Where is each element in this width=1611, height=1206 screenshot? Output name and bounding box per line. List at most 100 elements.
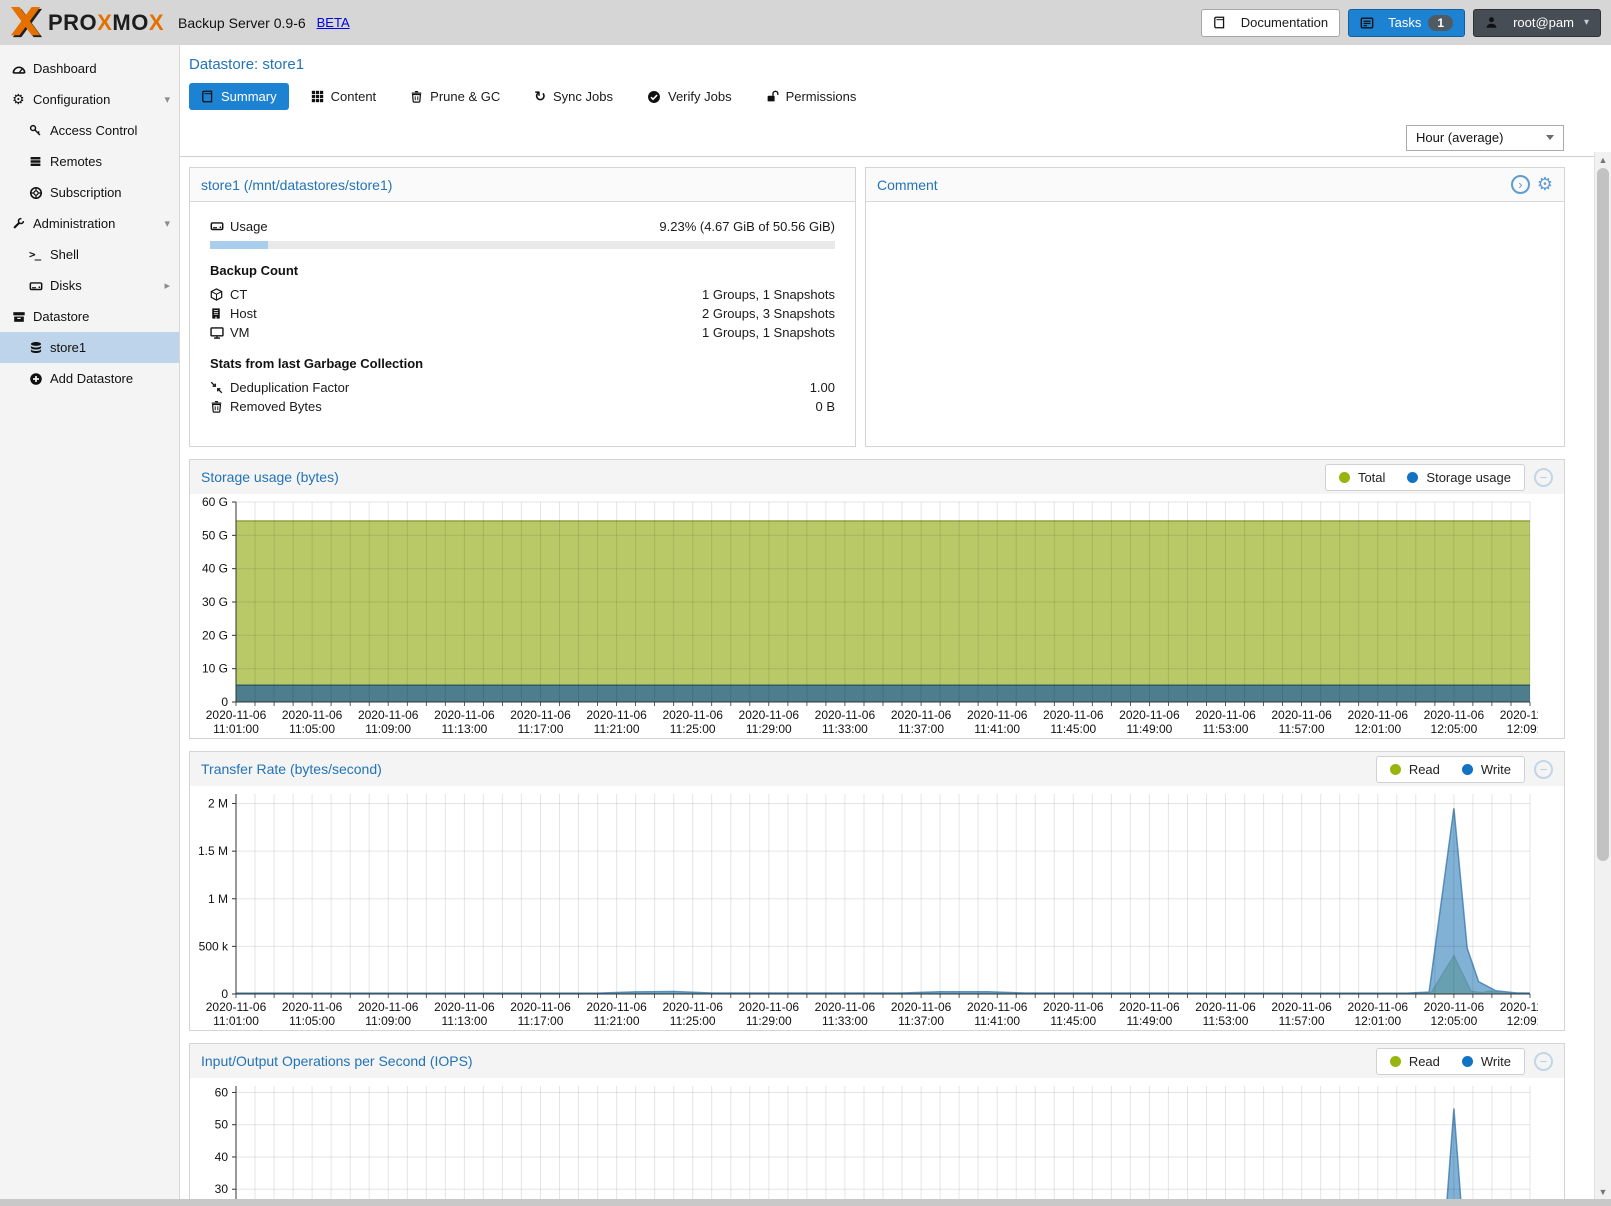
remotes-icon xyxy=(29,155,50,168)
svg-text:2020-11-06: 2020-11-06 xyxy=(815,708,876,722)
legend-storage-usage[interactable]: Storage usage xyxy=(1407,470,1511,485)
usage-row: Usage 9.23% (4.67 GiB of 50.56 GiB) xyxy=(210,215,835,237)
legend-total[interactable]: Total xyxy=(1338,470,1385,485)
tasks-button[interactable]: Tasks 1 xyxy=(1348,8,1466,37)
page-title: Datastore: store1 xyxy=(189,56,305,73)
trash-icon xyxy=(210,400,230,413)
iops-chart-panel: Input/Output Operations per Second (IOPS… xyxy=(189,1043,1565,1206)
tab-verify-jobs[interactable]: Verify Jobs xyxy=(635,83,744,110)
sidebar-item-subscription[interactable]: Subscription xyxy=(0,177,179,208)
legend-label: Write xyxy=(1480,1053,1511,1069)
sidebar-item-datastore[interactable]: Datastore xyxy=(0,301,179,332)
tasks-label: Tasks xyxy=(1388,15,1422,30)
sidebar-item-label: Subscription xyxy=(50,185,122,200)
chevron-right-icon[interactable]: ▸ xyxy=(164,280,170,292)
tab-sync-jobs[interactable]: ↻ Sync Jobs xyxy=(522,83,625,110)
legend-dot-icon xyxy=(1389,763,1401,775)
svg-text:2020-11-06: 2020-11-06 xyxy=(434,1000,495,1014)
scrollbar-thumb[interactable] xyxy=(1597,168,1609,861)
collapse-circle-icon[interactable]: − xyxy=(1534,467,1553,487)
gear-icon[interactable]: ⚙ xyxy=(1536,173,1553,195)
svg-text:12:09:00: 12:09:00 xyxy=(1507,722,1538,736)
sidebar-item-administration[interactable]: Administration ▾ xyxy=(0,208,179,239)
tab-summary[interactable]: Summary xyxy=(189,83,289,110)
sidebar-item-store1[interactable]: store1 xyxy=(0,332,179,363)
sidebar-item-label: Datastore xyxy=(33,309,90,324)
legend-read[interactable]: Read xyxy=(1389,1054,1440,1069)
svg-text:12:09:00: 12:09:00 xyxy=(1507,1014,1538,1028)
sidebar-item-disks[interactable]: Disks ▸ xyxy=(0,270,179,301)
tab-bar: Summary Content Prune & GC ↻ Sync Jobs Verify… xyxy=(180,78,1611,119)
sidebar-item-configuration[interactable]: ⚙ Configuration ▾ xyxy=(0,84,179,115)
user-menu-button[interactable]: root@pam ▾ xyxy=(1473,8,1601,37)
svg-text:2020-11-06: 2020-11-06 xyxy=(1119,1000,1180,1014)
stat-value: 0 B xyxy=(815,399,835,414)
expand-circle-icon[interactable]: › xyxy=(1510,175,1530,194)
sidebar-nav: Dashboard ⚙ Configuration ▾ Access Control Re… xyxy=(0,45,180,1206)
stat-value: 1 Groups, 1 Snapshots xyxy=(702,287,835,302)
tab-permissions[interactable]: Permissions xyxy=(754,83,869,110)
collapse-circle-icon[interactable]: − xyxy=(1534,1051,1553,1071)
sidebar-item-remotes[interactable]: Remotes xyxy=(0,146,179,177)
svg-text:11:25:00: 11:25:00 xyxy=(670,722,716,736)
svg-text:2020-11-06: 2020-11-06 xyxy=(1195,1000,1256,1014)
vertical-scrollbar[interactable]: ▲ ▼ xyxy=(1594,152,1611,1199)
tab-label: Prune & GC xyxy=(430,89,501,104)
svg-text:2020-11-06: 2020-11-06 xyxy=(586,708,647,722)
legend-read[interactable]: Read xyxy=(1389,761,1440,777)
svg-text:11:29:00: 11:29:00 xyxy=(746,1014,792,1028)
sidebar-item-label: Configuration xyxy=(33,92,111,107)
svg-text:11:01:00: 11:01:00 xyxy=(213,1014,259,1028)
stat-label: CT xyxy=(230,287,248,302)
collapse-circle-icon[interactable]: − xyxy=(1534,759,1553,779)
time-range-select[interactable]: Hour (average) xyxy=(1406,124,1564,151)
backup-count-title: Backup Count xyxy=(210,263,299,278)
proxmox-logo-icon xyxy=(11,6,43,37)
chevron-down-icon[interactable]: ▾ xyxy=(164,218,170,230)
tab-content[interactable]: Content xyxy=(299,83,389,110)
stat-label: VM xyxy=(230,325,250,340)
sidebar-item-add-datastore[interactable]: Add Datastore xyxy=(0,363,179,394)
sync-icon: ↻ xyxy=(534,88,546,105)
legend-dot-icon xyxy=(1407,471,1419,483)
task-list-icon xyxy=(1360,16,1381,30)
svg-text:60: 60 xyxy=(215,1086,229,1100)
svg-text:11:37:00: 11:37:00 xyxy=(898,722,944,736)
storage-usage-chart: 0 10 G 20 G 30 G 40 G 50 G 60 G 2020-11-06 11:01… xyxy=(190,494,1564,738)
grid-icon xyxy=(311,90,324,103)
svg-text:12:05:00: 12:05:00 xyxy=(1431,1014,1478,1028)
sidebar-item-dashboard[interactable]: Dashboard xyxy=(0,53,179,84)
svg-text:11:05:00: 11:05:00 xyxy=(289,1014,335,1028)
chart-canvas: 01020304050602020-11-0611:01:002020-11-0… xyxy=(215,1086,1531,1206)
beta-link[interactable]: BETA xyxy=(316,15,350,30)
svg-text:2020-11-06: 2020-11-06 xyxy=(1424,708,1485,722)
summary-content: store1 (/mnt/datastores/store1) Usage 9.… xyxy=(180,157,1611,1206)
svg-text:2020-11-06: 2020-11-06 xyxy=(1043,1000,1104,1014)
svg-text:11:09:00: 11:09:00 xyxy=(365,1014,411,1028)
unlock-icon xyxy=(766,90,779,103)
sidebar-item-label: Dashboard xyxy=(33,61,97,76)
svg-text:10 G: 10 G xyxy=(202,662,228,676)
scroll-down-icon[interactable]: ▼ xyxy=(1598,1186,1608,1197)
legend-label: Write xyxy=(1480,761,1511,777)
sidebar-item-access-control[interactable]: Access Control xyxy=(0,115,179,146)
tab-prune-gc[interactable]: Prune & GC xyxy=(398,83,512,110)
user-label: root@pam xyxy=(1513,15,1574,30)
svg-text:2020-11-06: 2020-11-06 xyxy=(1500,1000,1538,1014)
check-icon xyxy=(647,90,661,104)
scroll-up-icon[interactable]: ▲ xyxy=(1598,154,1608,165)
datastore-info-title: store1 (/mnt/datastores/store1) xyxy=(201,176,393,193)
svg-text:11:09:00: 11:09:00 xyxy=(365,722,411,736)
select-arrow-icon xyxy=(1546,135,1554,140)
sidebar-item-label: Administration xyxy=(33,216,116,231)
sidebar-item-shell[interactable]: >_ Shell xyxy=(0,239,179,270)
legend-label: Read xyxy=(1408,761,1440,777)
gc-stats-title: Stats from last Garbage Collection xyxy=(210,356,424,371)
svg-text:11:53:00: 11:53:00 xyxy=(1203,722,1249,736)
legend-write[interactable]: Write xyxy=(1461,1053,1511,1069)
chevron-down-icon[interactable]: ▾ xyxy=(164,94,170,106)
legend-write[interactable]: Write xyxy=(1461,761,1511,777)
svg-text:11:33:00: 11:33:00 xyxy=(822,1014,868,1028)
documentation-button[interactable]: Documentation xyxy=(1200,8,1341,37)
svg-text:2 M: 2 M xyxy=(208,797,228,811)
